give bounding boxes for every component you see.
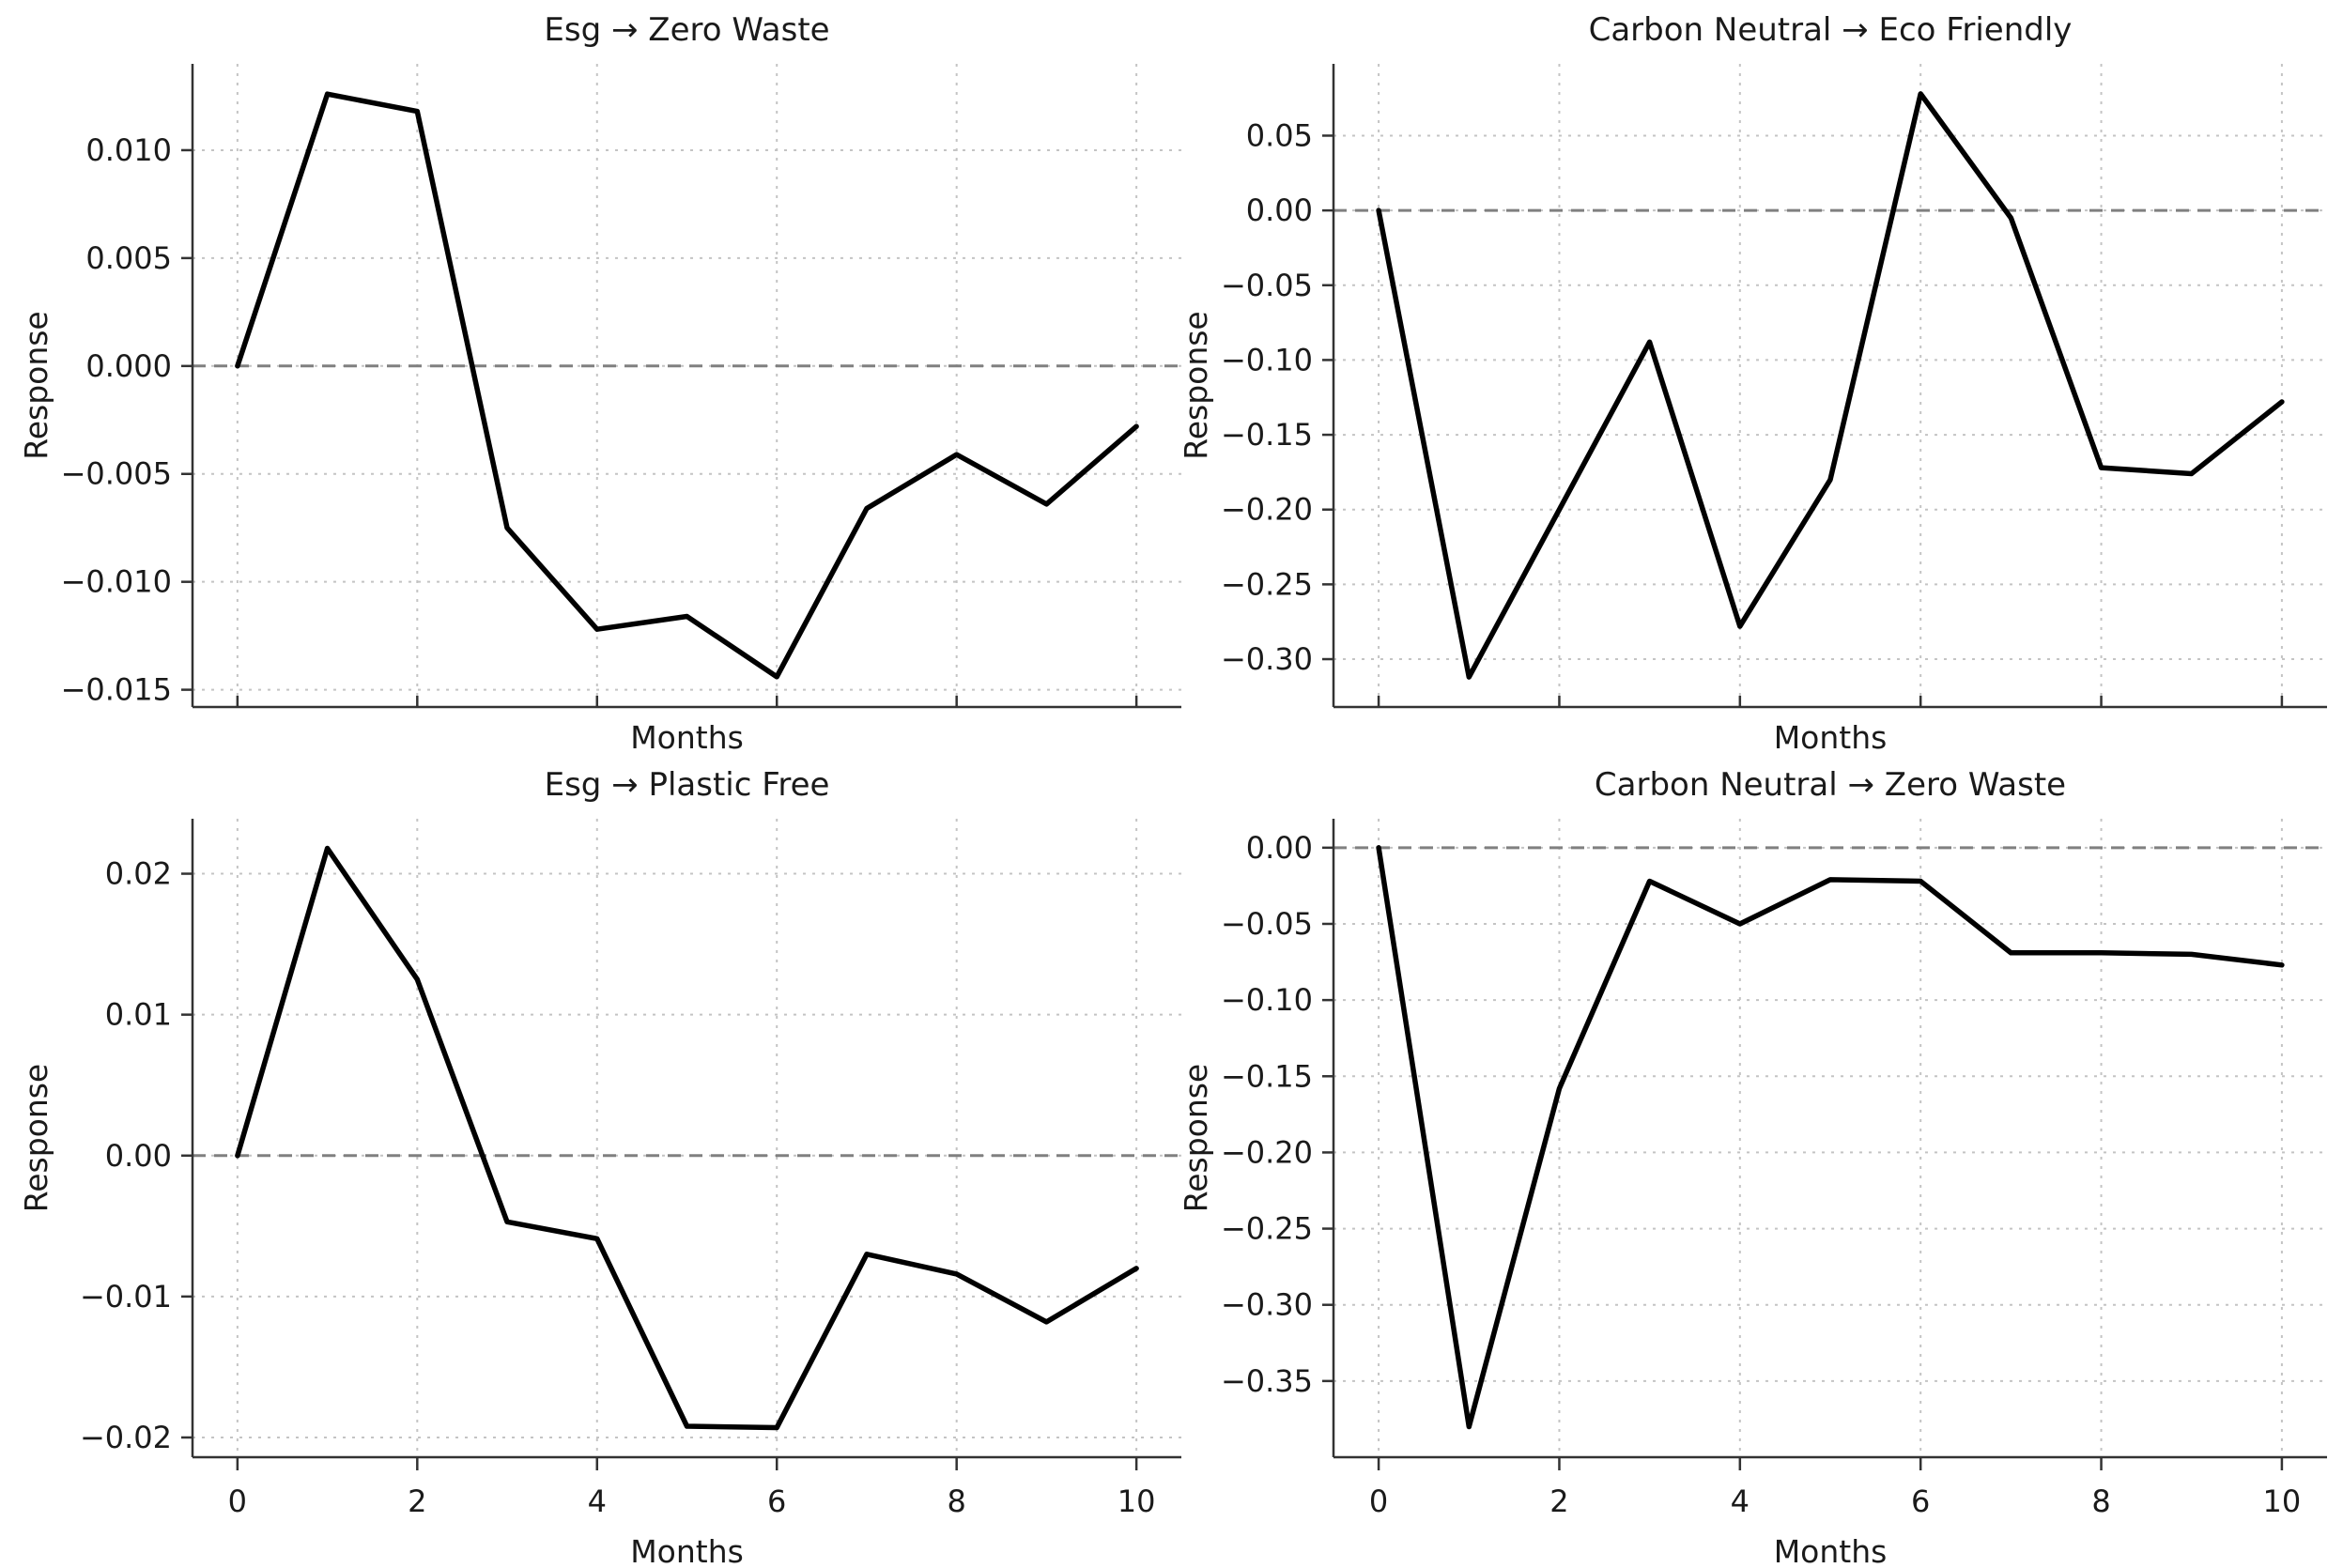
series-line <box>235 845 1139 1431</box>
series-line <box>1376 91 2285 680</box>
y-tick-label: −0.05 <box>1221 906 1313 942</box>
subplot-carbon-neutral-zero-waste: 0.00 −0.05 −0.10 −0.15 −0.20 −0.25 −0.30 −0.35 0… <box>1178 766 2327 1568</box>
x-axis-label: Months <box>630 719 744 756</box>
y-tick-label: 0.02 <box>105 856 172 892</box>
x-tick-label: 6 <box>1911 1483 1930 1519</box>
series-line <box>1376 845 2285 1430</box>
y-tick-label: −0.15 <box>1221 1058 1313 1094</box>
x-tick-label: 6 <box>767 1483 786 1519</box>
y-tick-label: 0.00 <box>1246 830 1313 866</box>
x-tick-label: 0 <box>1369 1483 1388 1519</box>
y-tick-label: 0.010 <box>85 132 172 168</box>
x-tick-label: 10 <box>1118 1483 1156 1519</box>
x-axis-label: Months <box>630 1533 744 1568</box>
y-tick-label: −0.30 <box>1221 1287 1313 1323</box>
y-tick-label: −0.25 <box>1221 566 1313 602</box>
y-tick-label: −0.10 <box>1221 342 1313 377</box>
y-tick-label: 0.01 <box>105 997 172 1033</box>
y-tick-label: −0.35 <box>1221 1363 1313 1399</box>
y-tick-label: 0.005 <box>85 240 172 276</box>
x-tick-label: 8 <box>2091 1483 2110 1519</box>
series-line <box>235 91 1139 680</box>
y-tick-label: −0.10 <box>1221 982 1313 1018</box>
x-tick-label: 2 <box>1549 1483 1568 1519</box>
x-tick-label: 2 <box>408 1483 426 1519</box>
chart-title: Carbon Neutral → Eco Friendly <box>1589 11 2073 49</box>
chart-title: Esg → Plastic Free <box>545 766 830 804</box>
y-tick-label: −0.20 <box>1221 492 1313 528</box>
y-axis-label: Response <box>1178 311 1214 460</box>
subplot-carbon-neutral-eco-friendly: 0.05 0.00 −0.05 −0.10 −0.15 −0.20 −0.25 −0.30 Ca… <box>1178 11 2327 756</box>
chart-title: Carbon Neutral → Zero Waste <box>1595 766 2066 804</box>
y-tick-label: 0.00 <box>105 1138 172 1174</box>
x-tick-label: 0 <box>228 1483 247 1519</box>
y-tick-label: −0.15 <box>1221 417 1313 453</box>
y-tick-label: −0.010 <box>61 564 172 600</box>
y-tick-label: −0.02 <box>80 1420 172 1455</box>
x-tick-label: 8 <box>948 1483 966 1519</box>
subplot-esg-plastic-free: 0.02 0.01 0.00 −0.01 −0.02 0 2 4 6 8 10 Esg → Plast… <box>18 766 1181 1568</box>
y-tick-label: −0.015 <box>61 672 172 708</box>
y-tick-label: 0.00 <box>1246 192 1313 228</box>
y-tick-label: 0.000 <box>85 348 172 384</box>
x-tick-label: 4 <box>1731 1483 1750 1519</box>
y-axis-label: Response <box>1178 1064 1214 1213</box>
x-axis-label: Months <box>1774 719 1888 756</box>
x-tick-label: 4 <box>588 1483 607 1519</box>
chart-title: Esg → Zero Waste <box>544 11 829 49</box>
x-tick-label: 10 <box>2263 1483 2302 1519</box>
subplot-esg-zero-waste: 0.010 0.005 0.000 −0.005 −0.010 −0.015 Esg → Z… <box>18 11 1181 756</box>
y-tick-label: 0.05 <box>1246 117 1313 153</box>
y-tick-label: −0.20 <box>1221 1134 1313 1170</box>
x-axis-label: Months <box>1774 1533 1888 1568</box>
y-axis-label: Response <box>18 1064 54 1213</box>
y-tick-label: −0.01 <box>80 1279 172 1314</box>
y-tick-label: −0.05 <box>1221 268 1313 303</box>
y-axis-label: Response <box>18 311 54 460</box>
y-tick-label: −0.30 <box>1221 641 1313 677</box>
y-tick-label: −0.005 <box>61 456 172 492</box>
y-tick-label: −0.25 <box>1221 1211 1313 1247</box>
